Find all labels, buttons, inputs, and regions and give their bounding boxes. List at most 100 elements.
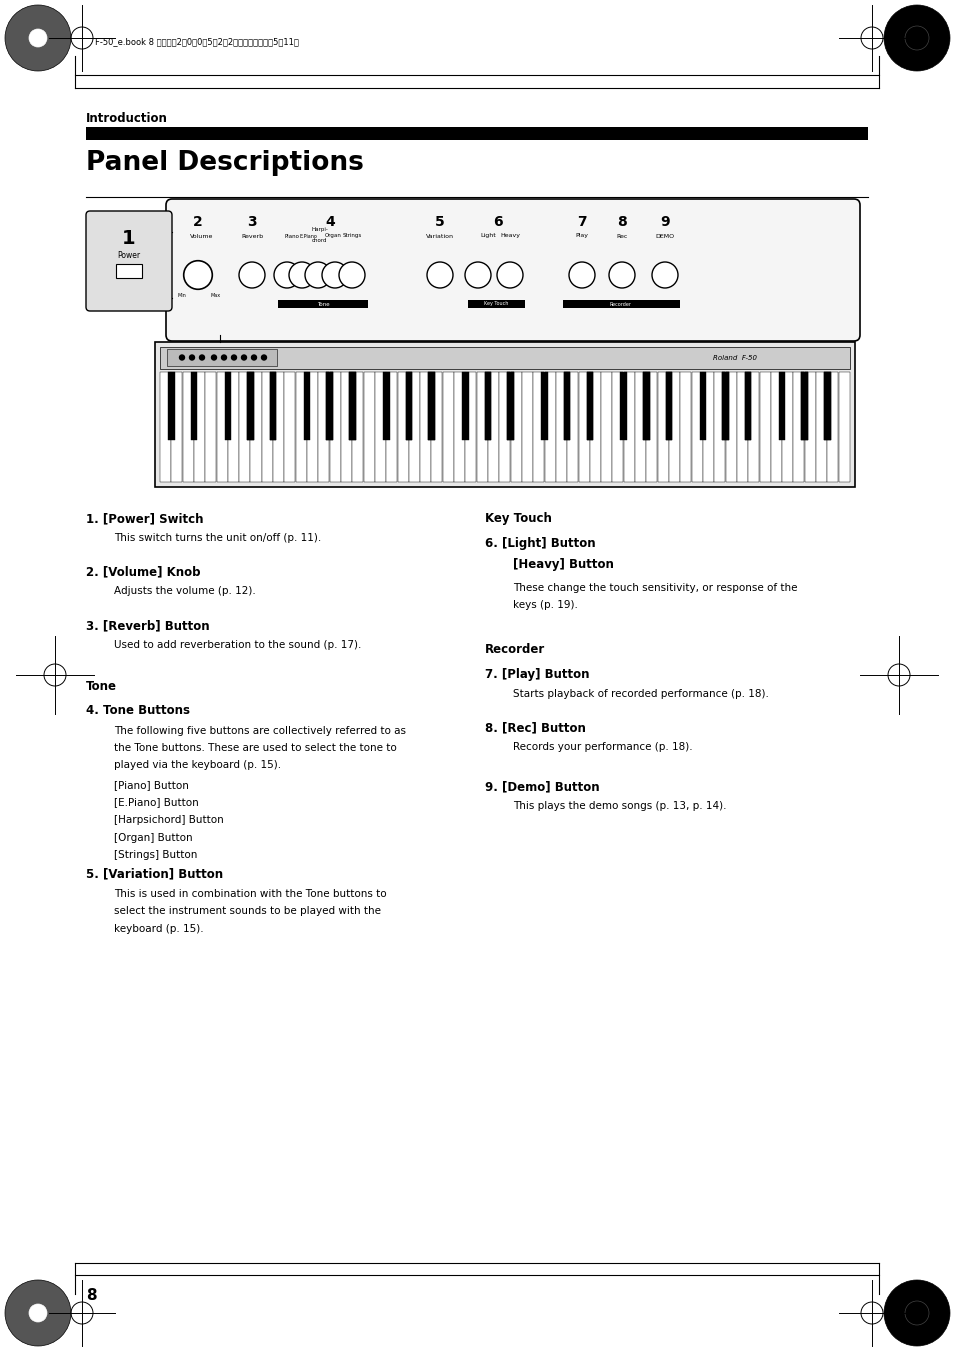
Circle shape [221, 355, 226, 359]
Text: 8: 8 [617, 215, 626, 230]
Bar [484, 372, 491, 440]
Text: 6. [Light] Button: 6. [Light] Button [484, 536, 595, 550]
Bar [507, 372, 514, 440]
Text: Recorder: Recorder [484, 643, 545, 657]
Bar [167, 349, 276, 366]
Text: 6: 6 [493, 215, 502, 230]
Circle shape [883, 1279, 949, 1346]
Text: 4. Tone Buttons: 4. Tone Buttons [86, 704, 190, 717]
Bar [714, 372, 724, 482]
Circle shape [651, 262, 678, 288]
Bar [498, 372, 510, 482]
Text: 1: 1 [122, 228, 135, 247]
Circle shape [5, 5, 71, 72]
Bar [612, 372, 623, 482]
Circle shape [464, 262, 491, 288]
Circle shape [5, 1279, 71, 1346]
Bar [801, 372, 807, 440]
Bar [277, 300, 368, 308]
Text: F-50_e.book 8 ページ　2　0　0　5年2朎2日　水曜日　午後5時11分: F-50_e.book 8 ページ 2 0 0 5年2朎2日 水曜日 午後5時1… [95, 38, 298, 46]
Bar [801, 372, 807, 440]
Circle shape [608, 262, 635, 288]
Text: [Piano] Button: [Piano] Button [113, 780, 189, 790]
Circle shape [241, 355, 246, 359]
Bar [330, 372, 340, 482]
Text: Key Touch: Key Touch [484, 301, 508, 307]
Bar [326, 372, 333, 440]
Bar [386, 372, 396, 482]
Text: Reverb: Reverb [241, 234, 263, 239]
Text: 2. [Volume] Knob: 2. [Volume] Knob [86, 566, 200, 578]
Bar [721, 372, 728, 440]
Bar [382, 372, 389, 440]
Text: This switch turns the unit on/off (p. 11).: This switch turns the unit on/off (p. 11… [113, 534, 321, 543]
Bar [228, 372, 238, 482]
Bar [168, 372, 174, 440]
Bar [838, 372, 849, 482]
Bar [600, 372, 612, 482]
Text: 8. [Rec] Button: 8. [Rec] Button [484, 721, 585, 735]
Bar [668, 372, 679, 482]
Bar [665, 372, 672, 440]
Text: 4: 4 [325, 215, 335, 230]
Text: Light: Light [479, 234, 496, 239]
Bar [823, 372, 830, 440]
Bar [586, 372, 593, 440]
Text: Key Touch: Key Touch [484, 512, 551, 526]
Text: 5. [Variation] Button: 5. [Variation] Button [86, 867, 223, 881]
Circle shape [305, 262, 331, 288]
Bar [544, 372, 555, 482]
Bar [759, 372, 770, 482]
Text: 3: 3 [247, 215, 256, 230]
Circle shape [261, 355, 266, 359]
Text: Recorder: Recorder [609, 301, 631, 307]
Bar [770, 372, 781, 482]
Circle shape [239, 262, 265, 288]
Text: Max: Max [211, 293, 221, 299]
Bar [521, 372, 533, 482]
Bar [340, 372, 352, 482]
Circle shape [289, 262, 314, 288]
Text: This plays the demo songs (p. 13, p. 14).: This plays the demo songs (p. 13, p. 14)… [513, 801, 726, 811]
Bar [154, 342, 854, 486]
Text: 8: 8 [86, 1288, 96, 1302]
Text: keyboard (p. 15).: keyboard (p. 15). [113, 924, 203, 934]
Bar [510, 372, 521, 482]
Text: Organ: Organ [324, 234, 341, 239]
Circle shape [497, 262, 522, 288]
FancyBboxPatch shape [86, 211, 172, 311]
Circle shape [190, 355, 194, 359]
Text: keys (p. 19).: keys (p. 19). [513, 600, 578, 611]
Text: Roland  F-50: Roland F-50 [712, 354, 757, 361]
Circle shape [338, 262, 365, 288]
Bar [428, 372, 435, 440]
Text: Introduction: Introduction [86, 112, 168, 126]
Text: [Strings] Button: [Strings] Button [113, 850, 197, 861]
Bar [363, 372, 375, 482]
Bar [793, 372, 803, 482]
Text: These change the touch sensitivity, or response of the: These change the touch sensitivity, or r… [513, 584, 797, 593]
Bar [619, 372, 626, 440]
Bar [247, 372, 253, 440]
Bar [556, 372, 566, 482]
Bar [419, 372, 431, 482]
Circle shape [179, 355, 184, 359]
Bar [725, 372, 736, 482]
Bar [646, 372, 657, 482]
Bar [815, 372, 826, 482]
Bar [352, 372, 363, 482]
Bar [468, 300, 524, 308]
Bar [160, 347, 849, 369]
Bar [205, 372, 216, 482]
Text: 1. [Power] Switch: 1. [Power] Switch [86, 512, 203, 526]
Bar [823, 372, 830, 440]
Text: The following five buttons are collectively referred to as: The following five buttons are collectiv… [113, 725, 406, 735]
Bar [224, 372, 231, 440]
Text: Strings: Strings [342, 234, 361, 239]
Bar [239, 372, 250, 482]
Bar [284, 372, 295, 482]
Bar [465, 372, 476, 482]
Text: 3. [Reverb] Button: 3. [Reverb] Button [86, 619, 210, 632]
Bar [160, 372, 171, 482]
Bar [488, 372, 498, 482]
